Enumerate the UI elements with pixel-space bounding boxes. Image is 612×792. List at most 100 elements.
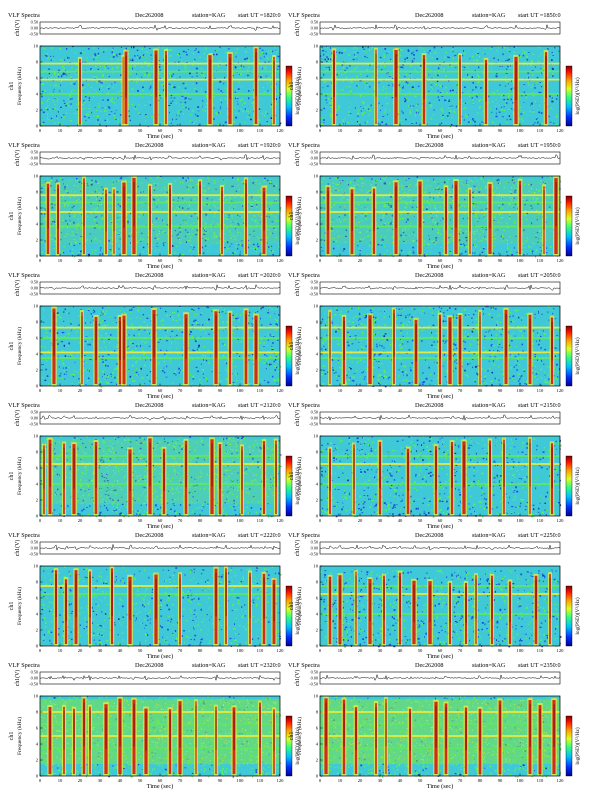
colorbar <box>285 585 293 647</box>
burst-center <box>49 443 51 487</box>
time-tick-label: 100 <box>517 778 525 783</box>
line-tick-label: 0.50 <box>311 410 318 415</box>
freq-tick-label: 4 <box>36 612 39 617</box>
burst-center <box>169 188 171 230</box>
burst-center <box>75 574 77 617</box>
burst-center <box>503 443 505 487</box>
freq-tick-label: 8 <box>316 190 319 195</box>
burst-center <box>123 319 125 360</box>
ch1-waveform <box>319 23 561 31</box>
ch1-waveform <box>39 414 281 421</box>
burst-center <box>65 583 67 622</box>
spec-ylabel-prefix: ch1 <box>289 732 295 741</box>
spectrogram-panel: VLF Spectra Dec262008 station=KAG start UT … <box>288 532 581 660</box>
panel-start-ut: start UT =2220:0 <box>238 532 281 539</box>
spec-ylabel-prefix: ch1 <box>289 472 295 481</box>
burst-center <box>105 708 107 749</box>
frequency-band-line <box>320 585 560 587</box>
burst-center <box>221 190 223 231</box>
line-tick-label: 0.50 <box>31 150 38 155</box>
spec-ylabel: Frequency (kHz) <box>296 457 303 495</box>
burst-center <box>163 452 165 491</box>
time-tick-label: 70 <box>458 258 463 263</box>
time-tick-label: 40 <box>398 778 403 783</box>
time-tick-label: 0 <box>39 388 42 393</box>
burst-center <box>551 321 553 361</box>
burst-center <box>329 315 331 358</box>
time-tick-label: 80 <box>198 258 203 263</box>
time-tick-label: 20 <box>358 648 363 653</box>
burst-center <box>263 445 265 488</box>
line-tick-label: 0.00 <box>311 546 318 551</box>
frequency-band-line <box>320 613 560 615</box>
line-ylabel: ch1(V) <box>14 280 21 296</box>
freq-tick-label: 4 <box>36 92 39 97</box>
panel-station: station=KAG <box>472 12 506 19</box>
time-tick-label: 10 <box>58 388 63 393</box>
time-tick-label: 50 <box>138 388 143 393</box>
freq-tick-label: 8 <box>316 320 319 325</box>
time-tick-label: 70 <box>458 648 463 653</box>
panel-title: VLF Spectra <box>288 12 320 19</box>
burst-center <box>395 186 397 228</box>
freq-tick-label: 0 <box>36 254 39 259</box>
spectrogram-panel: VLF Spectra Dec262008 station=KAG start UT … <box>8 142 301 270</box>
time-tick-label: 50 <box>138 648 143 653</box>
burst-center <box>89 575 91 618</box>
spec-ylabel-prefix: ch1 <box>9 212 15 221</box>
burst-center <box>543 190 545 230</box>
panel-date: Dec262008 <box>135 272 164 279</box>
freq-tick-label: 0 <box>316 774 319 779</box>
time-tick-label: 10 <box>338 128 343 133</box>
burst-center <box>509 585 511 623</box>
burst-center <box>53 312 55 357</box>
time-tick-label: 30 <box>378 388 383 393</box>
time-tick-label: 120 <box>557 258 565 263</box>
burst-center <box>259 706 261 749</box>
line-tick-label: 0.50 <box>31 20 38 25</box>
colorbar-label: log(PSD)(V²/Hz) <box>574 597 581 634</box>
burst-center <box>491 579 493 620</box>
freq-tick-label: 8 <box>36 320 39 325</box>
frequency-band-line <box>320 463 560 465</box>
time-tick-label: 10 <box>338 648 343 653</box>
time-tick-label: 90 <box>498 648 503 653</box>
burst-center <box>95 320 97 361</box>
line-tick-label: 0.00 <box>31 546 38 551</box>
spec-ylabel-prefix: ch1 <box>9 342 15 351</box>
freq-tick-label: 2 <box>316 368 319 373</box>
time-xlabel: Time (sec) <box>147 653 173 660</box>
burst-center <box>43 449 45 490</box>
frequency-band-line <box>320 747 560 749</box>
time-tick-label: 0 <box>39 518 42 523</box>
time-tick-label: 100 <box>237 128 245 133</box>
line-tick-label: 0.50 <box>311 150 318 155</box>
burst-center <box>47 187 49 229</box>
freq-tick-label: 4 <box>316 742 319 747</box>
time-tick-label: 50 <box>418 648 423 653</box>
freq-tick-label: 6 <box>316 596 319 601</box>
time-tick-label: 30 <box>98 388 103 393</box>
freq-tick-label: 6 <box>36 466 39 471</box>
colorbar <box>565 715 573 777</box>
time-tick-label: 60 <box>438 258 443 263</box>
burst-center <box>409 712 411 751</box>
burst-center <box>255 319 257 360</box>
spec-ylabel-prefix: ch1 <box>289 82 295 91</box>
spec-ylabel: Frequency (kHz) <box>16 457 23 495</box>
time-tick-label: 0 <box>319 388 322 393</box>
burst-center <box>149 189 151 230</box>
line-tick-label: 0.00 <box>311 676 318 681</box>
time-tick-label: 30 <box>98 648 103 653</box>
time-tick-label: 60 <box>158 388 163 393</box>
burst-center <box>155 54 157 98</box>
time-tick-label: 40 <box>118 128 123 133</box>
time-tick-label: 0 <box>319 648 322 653</box>
burst-center <box>153 313 155 357</box>
panel-station: station=KAG <box>192 532 226 539</box>
freq-tick-label: 0 <box>316 644 319 649</box>
burst-center <box>83 182 85 227</box>
time-tick-label: 20 <box>78 258 83 263</box>
spectrogram-background <box>320 436 560 516</box>
